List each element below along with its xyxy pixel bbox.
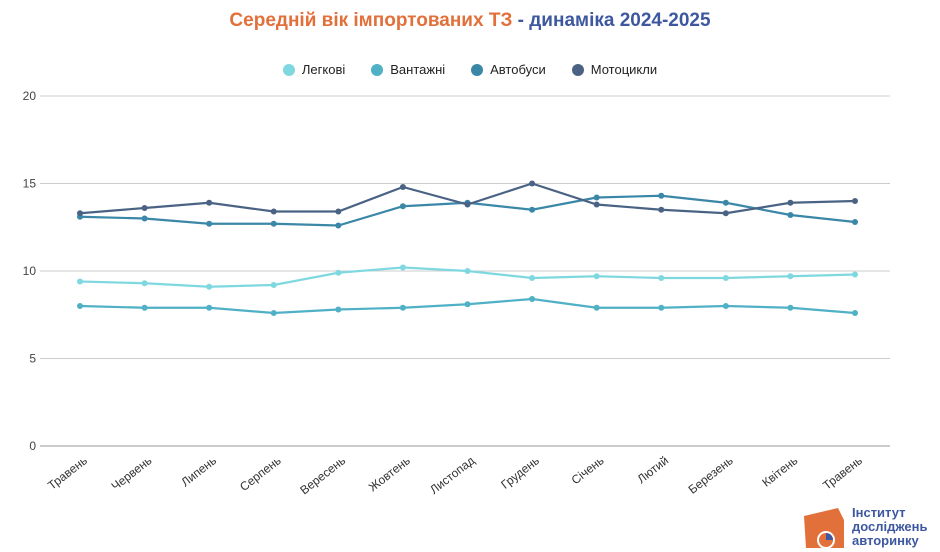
data-point [399, 264, 406, 271]
y-tick-label: 20 [23, 89, 37, 103]
data-point [206, 199, 213, 206]
data-point [464, 301, 471, 308]
y-tick-label: 15 [23, 177, 37, 191]
x-tick-label: Лютий [634, 453, 671, 486]
title-sub: - динаміка 2024-2025 [517, 10, 711, 31]
title-main: Середній вік імпортованих ТЗ [229, 10, 513, 31]
data-point [722, 275, 729, 281]
x-tick-label: Жовтень [366, 453, 413, 494]
legend-label: Легкові [301, 62, 346, 77]
data-point [529, 275, 536, 281]
data-point [529, 206, 536, 213]
logo: Інститут досліджень авторинку [800, 500, 940, 552]
x-tick-label: Травень [820, 453, 865, 492]
data-point [787, 199, 794, 206]
data-point [270, 208, 277, 215]
data-point [593, 304, 600, 311]
data-point [335, 222, 342, 229]
data-point [658, 206, 665, 213]
data-point [658, 275, 665, 281]
data-point [270, 282, 277, 288]
logo-line1: Інститут [852, 505, 906, 520]
chart-title: Середній вік імпортованих ТЗ - динаміка … [0, 10, 940, 32]
legend-marker [371, 63, 384, 76]
x-tick-label: Травень [45, 453, 90, 492]
data-point [852, 219, 858, 225]
data-point [399, 304, 406, 311]
logo-line3: авторинку [852, 533, 919, 548]
y-tick-label: 5 [29, 352, 36, 366]
data-point [141, 280, 148, 287]
x-tick-label: Грудень [498, 453, 542, 491]
data-point [593, 273, 600, 280]
legend-marker [471, 63, 484, 76]
data-point [658, 304, 665, 311]
x-tick-label: Серпень [237, 453, 284, 494]
y-tick-label: 0 [29, 439, 36, 453]
legend-item[interactable]: Мотоцикли [571, 62, 658, 77]
data-point [206, 283, 213, 290]
data-point [464, 201, 471, 208]
data-point [852, 271, 858, 278]
data-point [270, 310, 277, 316]
x-tick-label: Березень [686, 453, 736, 496]
y-tick-label: 10 [23, 264, 37, 278]
series-line [79, 182, 856, 215]
data-point [77, 278, 83, 285]
data-point [787, 212, 794, 218]
data-point [722, 210, 729, 217]
data-point [787, 273, 794, 280]
legend-item[interactable]: Вантажні [371, 62, 445, 77]
x-tick-label: Квітень [759, 453, 800, 489]
data-point [270, 220, 277, 227]
x-tick-label: Листопад [427, 453, 477, 497]
data-point [399, 184, 406, 190]
x-tick-label: Липень [178, 453, 219, 489]
data-point [335, 208, 342, 215]
data-point [141, 215, 148, 222]
x-tick-label: Січень [569, 453, 607, 487]
legend-item[interactable]: Легкові [282, 62, 346, 77]
data-point [593, 194, 600, 201]
data-point [335, 269, 342, 276]
x-tick-label: Червень [109, 453, 155, 493]
legend-marker [282, 63, 295, 76]
legend-item[interactable]: Автобуси [471, 62, 546, 77]
data-point [77, 303, 83, 309]
data-point [722, 303, 729, 309]
data-point [399, 203, 406, 210]
logo-icon [804, 508, 844, 549]
legend-marker [571, 63, 584, 76]
data-point [852, 310, 858, 316]
legend-label: Вантажні [390, 62, 446, 77]
legend-label: Автобуси [490, 62, 546, 77]
data-point [593, 201, 600, 208]
data-point [206, 220, 213, 227]
data-point [141, 205, 148, 211]
data-point [206, 304, 213, 311]
data-point [852, 198, 858, 204]
logo-line2: досліджень [852, 519, 928, 534]
data-point [787, 304, 794, 311]
x-tick-label: Вересень [297, 453, 348, 497]
data-point [464, 268, 471, 274]
data-point [141, 304, 148, 311]
data-point [335, 306, 342, 313]
data-point [529, 296, 536, 302]
legend-label: Мотоцикли [590, 62, 658, 77]
legend: Легкові Вантажні Автобуси Мотоцикли [0, 62, 940, 77]
data-point [77, 210, 83, 217]
data-point [658, 192, 665, 199]
data-point [722, 199, 729, 206]
data-point [529, 180, 536, 187]
